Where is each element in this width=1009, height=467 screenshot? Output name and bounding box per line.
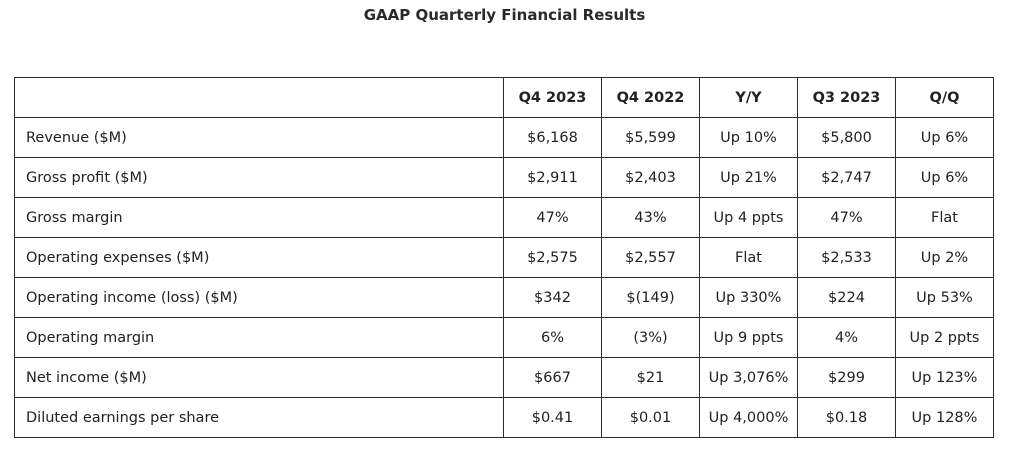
table-cell: $0.18 [797,397,896,438]
header-cell-empty [14,77,504,118]
row-label: Gross margin [14,197,504,238]
table-cell: Up 2% [895,237,994,278]
table-cell: $224 [797,277,896,318]
table-row: Net income ($M) $667 $21 Up 3,076% $299 … [14,357,994,398]
table-row: Operating income (loss) ($M) $342 $(149)… [14,277,994,318]
table-cell: $6,168 [503,117,602,158]
header-cell-q3-2023: Q3 2023 [797,77,896,118]
table-cell: Up 123% [895,357,994,398]
table-cell: $299 [797,357,896,398]
table-cell: $2,557 [601,237,700,278]
header-cell-q4-2022: Q4 2022 [601,77,700,118]
row-label: Operating margin [14,317,504,358]
table-cell: $2,533 [797,237,896,278]
table-cell: Up 9 ppts [699,317,798,358]
table-cell: 47% [503,197,602,238]
table-cell: Up 2 ppts [895,317,994,358]
header-cell-qoq: Q/Q [895,77,994,118]
table-cell: $667 [503,357,602,398]
header-row: Q4 2023 Q4 2022 Y/Y Q3 2023 Q/Q [14,77,994,118]
table-cell: $21 [601,357,700,398]
table-cell: $2,747 [797,157,896,198]
table-cell: (3%) [601,317,700,358]
table-cell: Up 3,076% [699,357,798,398]
row-label: Net income ($M) [14,357,504,398]
table-row: Diluted earnings per share $0.41 $0.01 U… [14,397,994,438]
row-label: Operating expenses ($M) [14,237,504,278]
table-cell: $0.01 [601,397,700,438]
row-label: Diluted earnings per share [14,397,504,438]
table-cell: Flat [895,197,994,238]
table-cell: Flat [699,237,798,278]
table-cell: $342 [503,277,602,318]
table-row: Operating margin 6% (3%) Up 9 ppts 4% Up… [14,317,994,358]
table-cell: $2,911 [503,157,602,198]
table-row: Operating expenses ($M) $2,575 $2,557 Fl… [14,237,994,278]
row-label: Gross profit ($M) [14,157,504,198]
header-cell-yoy: Y/Y [699,77,798,118]
table-cell: Up 128% [895,397,994,438]
table-cell: $5,599 [601,117,700,158]
table-cell: $(149) [601,277,700,318]
header-cell-q4-2023: Q4 2023 [503,77,602,118]
table-cell: 43% [601,197,700,238]
table-cell: $2,403 [601,157,700,198]
table-cell: Up 6% [895,157,994,198]
table-cell: Up 330% [699,277,798,318]
table-cell: $0.41 [503,397,602,438]
table-cell: Up 4 ppts [699,197,798,238]
table-cell: 6% [503,317,602,358]
table-cell: Up 4,000% [699,397,798,438]
table-title: GAAP Quarterly Financial Results [363,6,646,24]
table-cell: Up 10% [699,117,798,158]
row-label: Revenue ($M) [14,117,504,158]
financial-results-table: Q4 2023 Q4 2022 Y/Y Q3 2023 Q/Q Revenue … [14,77,994,438]
table-cell: Up 21% [699,157,798,198]
table-cell: Up 6% [895,117,994,158]
table-cell: 4% [797,317,896,358]
table-cell: Up 53% [895,277,994,318]
table-row: Gross margin 47% 43% Up 4 ppts 47% Flat [14,197,994,238]
table-row: Revenue ($M) $6,168 $5,599 Up 10% $5,800… [14,117,994,158]
row-label: Operating income (loss) ($M) [14,277,504,318]
table-row: Gross profit ($M) $2,911 $2,403 Up 21% $… [14,157,994,198]
table-cell: $2,575 [503,237,602,278]
table-cell: $5,800 [797,117,896,158]
table-cell: 47% [797,197,896,238]
